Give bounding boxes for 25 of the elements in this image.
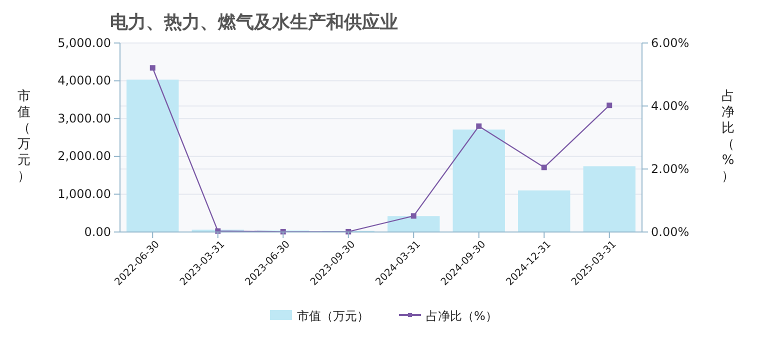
y2-tick-label: 2.00% xyxy=(651,162,690,176)
y-tick-label: 1,000.00 xyxy=(58,187,111,202)
bar xyxy=(452,130,505,232)
bar xyxy=(518,190,570,232)
bar xyxy=(126,80,179,232)
y-tick-label: 2,000.00 xyxy=(58,149,111,164)
y2-axis-title: 占净比（%） xyxy=(722,89,734,184)
y-tick-label: 5,000.00 xyxy=(58,36,111,50)
legend-label: 市值（万元） xyxy=(297,309,369,323)
point xyxy=(541,164,547,170)
y2-tick-label: 0.00% xyxy=(651,224,690,239)
y2-tick-label: 6.00% xyxy=(651,36,690,50)
y-tick-label: 0.00 xyxy=(84,224,111,239)
y2-tick-label: 4.00% xyxy=(651,98,690,113)
legend-label: 占净比（%） xyxy=(426,309,498,323)
chart-title: 电力、热力、燃气及水生产和供应业 xyxy=(110,12,398,33)
point xyxy=(410,213,416,219)
y-tick-label: 3,000.00 xyxy=(58,111,111,126)
y-tick-label: 4,000.00 xyxy=(58,74,111,88)
bar xyxy=(583,166,636,232)
point xyxy=(606,102,612,108)
bar xyxy=(388,216,440,232)
y-axis-title: 市值（万元） xyxy=(18,89,30,184)
point xyxy=(476,123,482,129)
point xyxy=(150,65,156,71)
